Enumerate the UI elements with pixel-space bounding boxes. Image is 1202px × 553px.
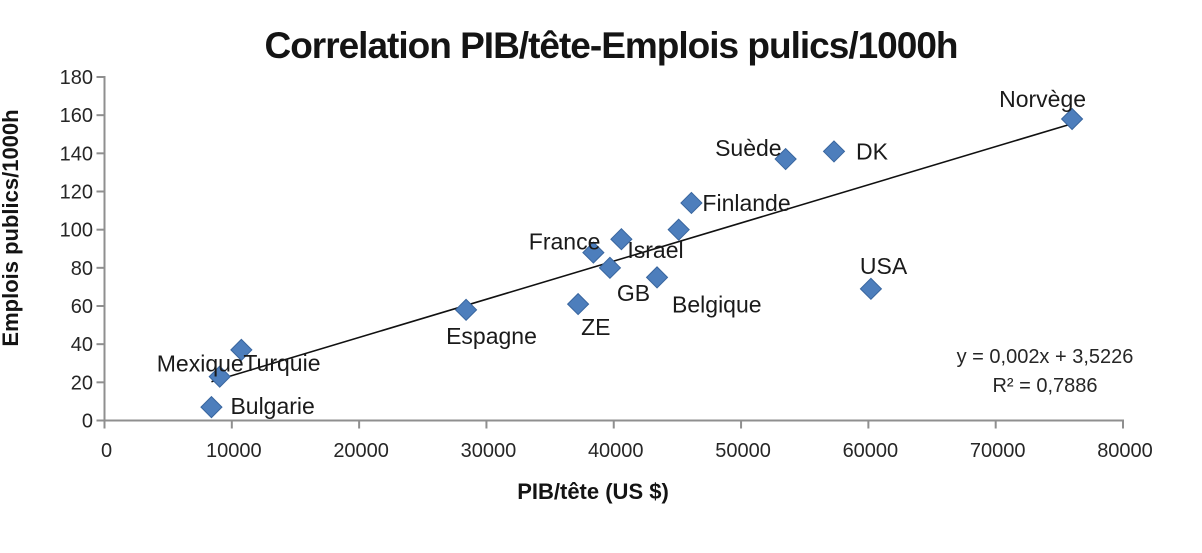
data-point-suede xyxy=(774,147,797,171)
data-label-ze: ZE xyxy=(581,314,610,340)
y-tick-label: 140 xyxy=(60,143,93,165)
x-tick-label: 20000 xyxy=(333,440,389,462)
x-tick-label: 80000 xyxy=(1097,440,1153,462)
y-tick-label: 20 xyxy=(71,372,93,394)
data-point-israel xyxy=(610,228,633,251)
data-label-dk: DK xyxy=(856,138,889,164)
data-point-bulgarie xyxy=(200,395,223,419)
trendline-r2: R² = 0,7886 xyxy=(992,375,1097,397)
data-points xyxy=(200,107,1084,419)
data-label-france: France xyxy=(529,229,601,255)
data-point-turquie xyxy=(230,338,253,362)
x-tick-label: 10000 xyxy=(206,440,262,462)
data-label-belgique: Belgique xyxy=(672,291,762,317)
y-tick-label: 100 xyxy=(60,220,93,242)
y-tick-label: 80 xyxy=(71,258,93,280)
data-label-gb: GB xyxy=(617,280,650,306)
data-point-ze xyxy=(566,292,590,316)
x-tick-label: 0 xyxy=(101,440,112,462)
x-axis-title: PIB/tête (US $) xyxy=(517,479,669,504)
data-point-finlande xyxy=(680,191,703,215)
x-tick-label: 70000 xyxy=(970,440,1026,462)
data-point-espagne xyxy=(454,298,478,322)
data-point-norvege xyxy=(1060,107,1084,131)
y-tick-label: 120 xyxy=(60,182,93,204)
data-point-france xyxy=(582,241,605,264)
y-tick-label: 160 xyxy=(60,105,93,127)
data-point-belgique xyxy=(645,266,669,289)
y-tick-label: 0 xyxy=(82,411,93,433)
data-label-turquie: Turquie xyxy=(243,350,320,376)
data-label-espagne: Espagne xyxy=(446,323,537,349)
chart-title: Correlation PIB/tête-Emplois pulics/1000… xyxy=(264,25,957,66)
data-label-israel: Israel xyxy=(627,237,683,263)
data-point-gb xyxy=(598,256,622,280)
data-point-mexique xyxy=(208,365,231,388)
data-point-unlabeled xyxy=(667,218,690,241)
y-tick-label: 60 xyxy=(71,296,93,318)
data-label-usa: USA xyxy=(860,253,908,279)
data-label-finlande: Finlande xyxy=(702,190,790,216)
trendline-group xyxy=(211,122,1073,383)
data-label-suede: Suède xyxy=(715,135,782,161)
x-tick-label: 30000 xyxy=(461,440,517,462)
data-point-labels: Bulgarie Mexique Turquie Espagne ZE France GB I… xyxy=(157,86,1086,419)
x-tick-label: 40000 xyxy=(588,440,644,462)
data-label-mexique: Mexique xyxy=(157,351,244,377)
trendline xyxy=(211,122,1073,383)
trendline-equation: y = 0,002x + 3,5226 xyxy=(957,346,1134,368)
data-label-norvege: Norvège xyxy=(999,86,1086,112)
axes: 0 10000 20000 30000 40000 50000 60000 70000 8000… xyxy=(60,67,1153,462)
data-point-usa xyxy=(859,277,883,301)
x-tick-label: 60000 xyxy=(843,440,899,462)
y-tick-label: 40 xyxy=(71,334,93,356)
data-label-bulgarie: Bulgarie xyxy=(230,393,314,419)
y-axis-title: Emplois publics/1000h xyxy=(0,109,23,346)
y-tick-label: 180 xyxy=(60,67,93,89)
x-tick-label: 50000 xyxy=(715,440,771,462)
data-point-dk xyxy=(822,140,846,163)
